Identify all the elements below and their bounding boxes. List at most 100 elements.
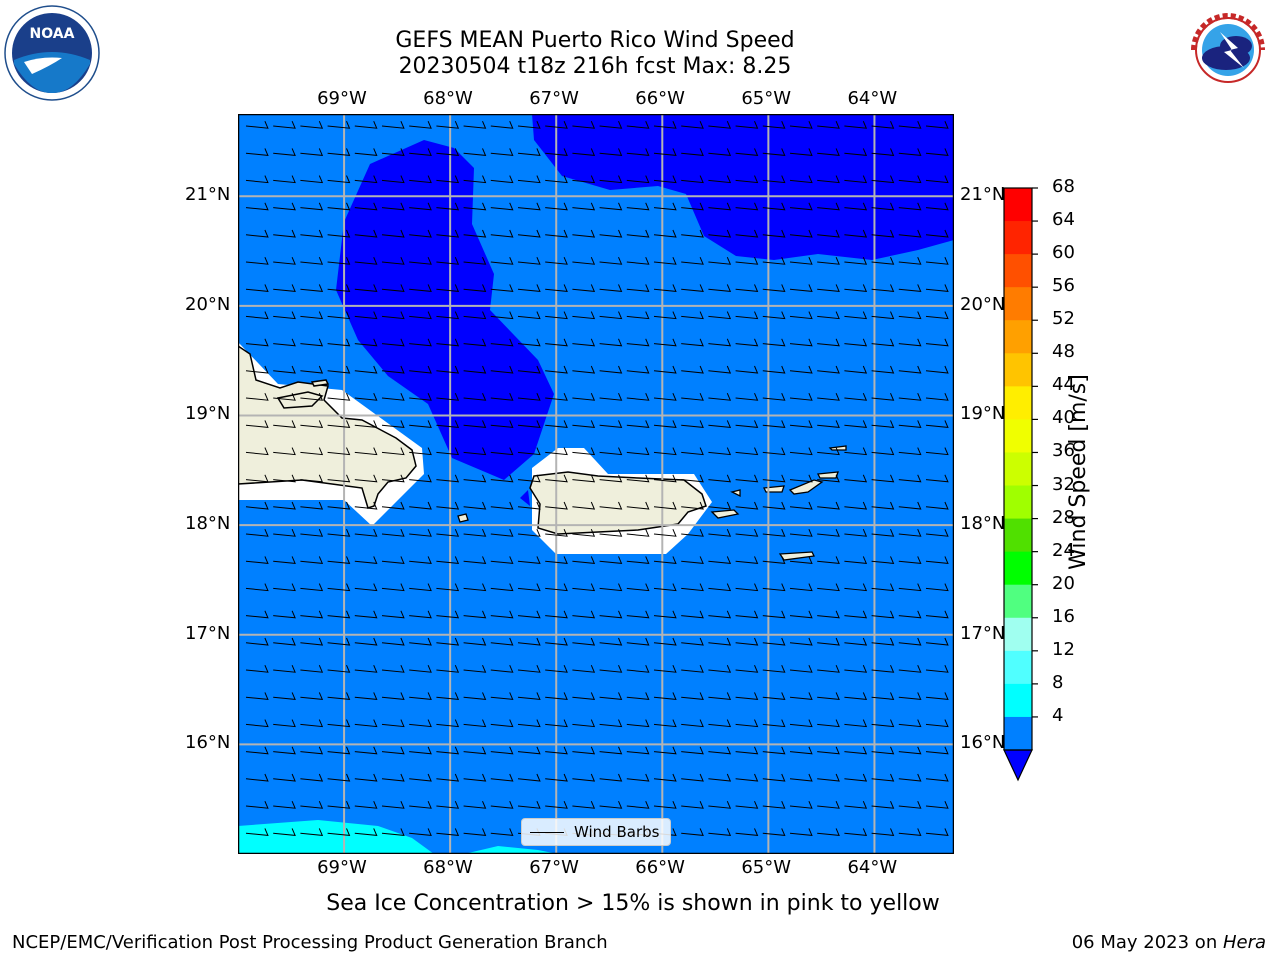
wind-barb [735, 420, 759, 428]
wind-barb [245, 583, 269, 592]
wind-barb [409, 719, 432, 728]
wind-barb [463, 719, 487, 728]
wind-barb [735, 801, 759, 809]
wind-barb [545, 229, 568, 238]
wind-barb [844, 229, 868, 238]
wind-barb [653, 665, 677, 673]
wind-barb [545, 583, 568, 592]
wind-barb [572, 665, 596, 673]
wind-barb [762, 610, 786, 619]
wind-barb [572, 692, 596, 700]
colorbar-tick-label: 24 [1052, 539, 1075, 561]
wind-barb [871, 583, 895, 592]
wind-barb [572, 121, 596, 129]
wind-barb [735, 229, 759, 238]
wind-barb [273, 148, 296, 156]
wind-barb [735, 665, 759, 673]
wind-barb [273, 719, 296, 728]
wind-barb [245, 284, 269, 292]
wind-barb [245, 447, 269, 456]
wind-barb [681, 773, 704, 782]
wind-barb [517, 801, 541, 809]
wind-barb [789, 148, 813, 156]
wind-barb [762, 719, 786, 728]
wind-barb [653, 719, 677, 728]
wind-barb [735, 501, 759, 510]
wind-barb [653, 420, 677, 428]
wind-barb [463, 474, 487, 483]
lat-tick-label: 21°N [960, 184, 1004, 206]
high-wind-band-south [238, 820, 434, 854]
wind-barb [436, 474, 460, 483]
wind-barb [789, 583, 813, 592]
map-panel[interactable] [238, 114, 954, 854]
wind-barb [572, 501, 596, 510]
wind-barb [898, 665, 922, 673]
wind-barb [762, 311, 786, 320]
wind-barb [463, 447, 487, 456]
wind-barb [517, 583, 541, 592]
wind-barb [409, 284, 432, 292]
wind-barb [817, 338, 840, 347]
wind-barb [871, 202, 895, 211]
wind-barb [653, 257, 677, 265]
wind-barb [898, 773, 922, 782]
wind-barb [626, 393, 650, 401]
wind-barb [925, 284, 949, 292]
wind-barb [817, 610, 840, 619]
wind-barb [626, 420, 650, 428]
wind-barb [735, 257, 759, 265]
lat-tick-label: 20°N [185, 293, 231, 315]
wind-barb [300, 338, 324, 347]
wind-barb [708, 746, 732, 755]
wind-barb [572, 393, 596, 401]
wind-barb [762, 529, 786, 537]
wind-barb [817, 148, 840, 156]
wind-barb [626, 556, 650, 564]
wind-barb [381, 801, 405, 809]
wind-barb [490, 583, 514, 592]
wind-barb [599, 692, 623, 700]
wind-barb [354, 202, 378, 211]
wind-barb [844, 583, 868, 592]
wind-barb [681, 556, 704, 564]
wind-barb [245, 148, 269, 156]
wind-barb [789, 665, 813, 673]
wind-barb [789, 257, 813, 265]
footer-date-text: 06 May 2023 on [1071, 932, 1223, 953]
wind-barb [708, 556, 732, 564]
wind-barb [354, 801, 378, 809]
wind-barb [572, 637, 596, 646]
wind-barb [273, 202, 296, 211]
wind-barb [381, 474, 405, 483]
lat-tick-label: 18°N [960, 513, 1004, 535]
wind-barb [463, 583, 487, 592]
wind-barb [490, 338, 514, 347]
wind-barb [898, 202, 922, 211]
wind-barb [381, 610, 405, 619]
wind-barb [871, 556, 895, 564]
wind-barb [599, 529, 623, 537]
wind-barb [409, 202, 432, 211]
wind-barb [599, 175, 623, 184]
wind-barb [490, 692, 514, 700]
wind-barb [354, 556, 378, 564]
wind-barb [436, 121, 460, 129]
wind-barb [436, 284, 460, 292]
wind-barb [708, 474, 732, 483]
wind-barb [327, 229, 351, 238]
wind-barb [898, 692, 922, 700]
wind-barb [626, 175, 650, 184]
wind-barb [762, 447, 786, 456]
wind-barb [844, 719, 868, 728]
lat-tick-label: 20°N [960, 293, 1004, 315]
wind-barb [436, 365, 460, 374]
wind-barb [245, 501, 269, 510]
wind-barb [463, 420, 487, 428]
wind-barb [653, 229, 677, 238]
wind-barb [327, 665, 351, 673]
wind-barb [599, 447, 623, 456]
wind-barb [490, 148, 514, 156]
wind-barb [517, 556, 541, 564]
wind-barb [653, 556, 677, 564]
